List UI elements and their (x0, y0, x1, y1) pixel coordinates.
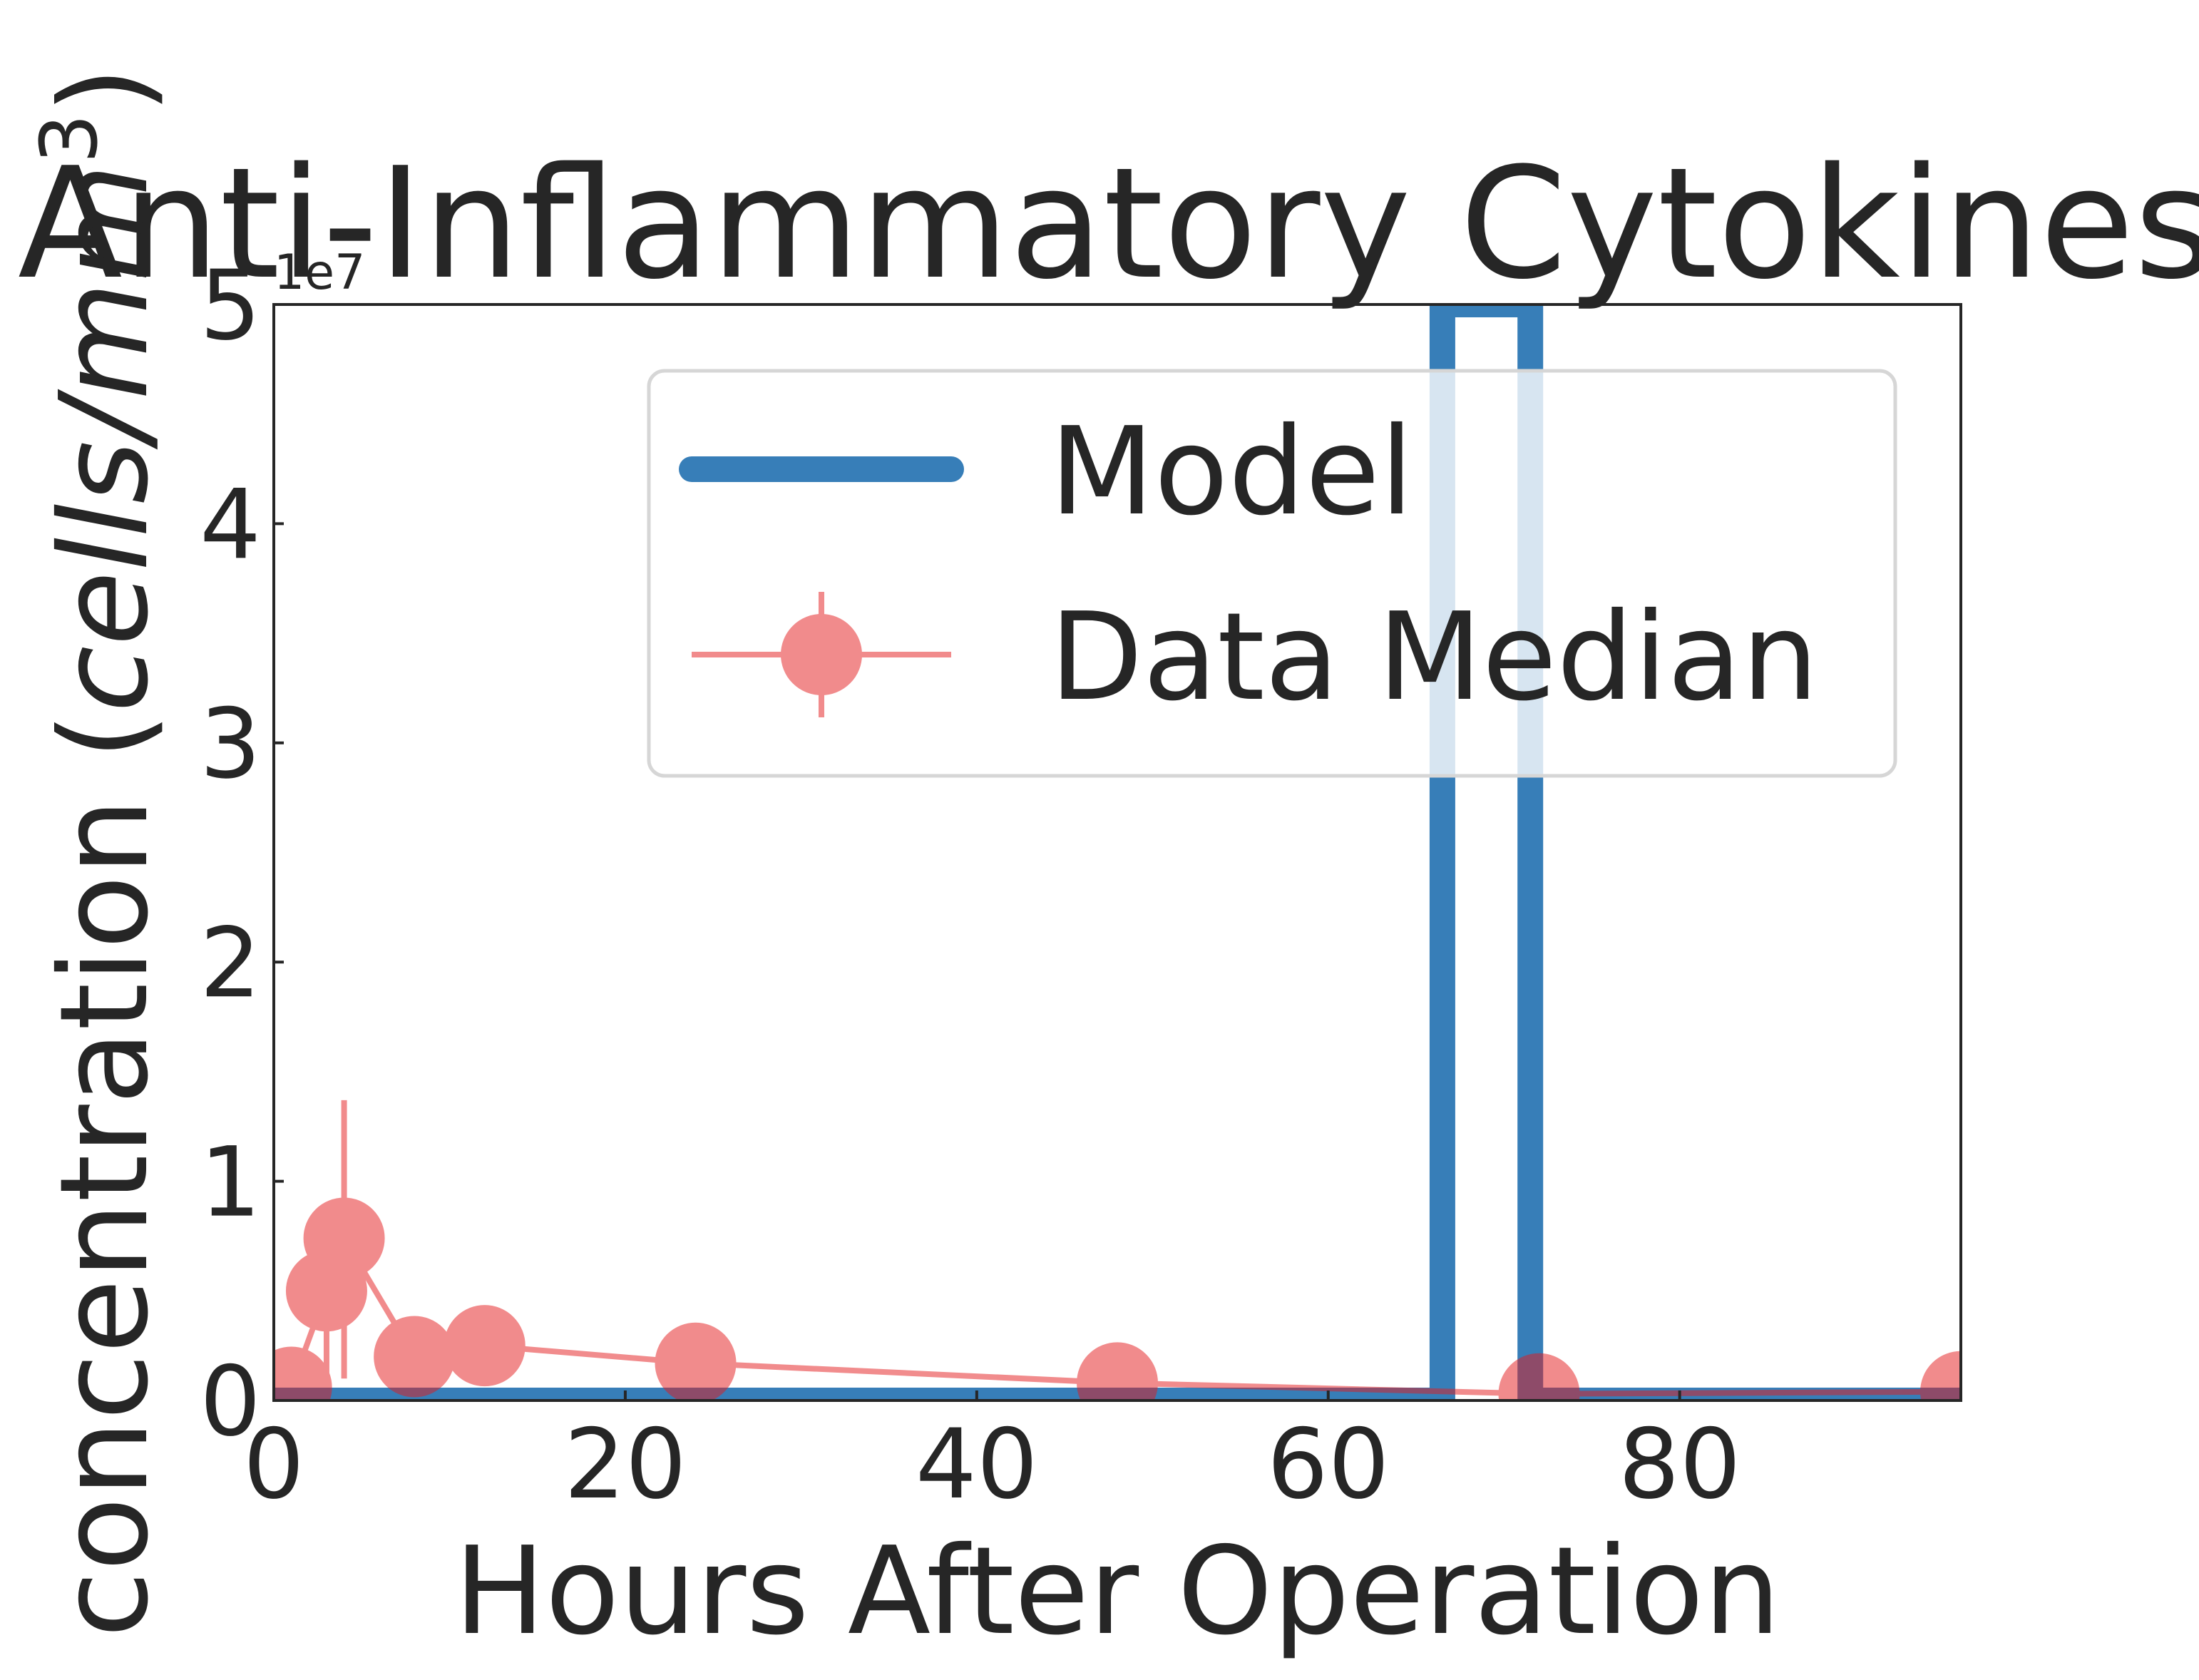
data-median-point (1920, 1351, 1961, 1400)
y-tick-label: 5 (200, 250, 261, 362)
y-tick-label: 0 (200, 1346, 261, 1458)
x-tick-label: 0 (243, 1408, 304, 1520)
y-tick-label: 4 (200, 468, 261, 580)
y-tick-label: 3 (200, 688, 261, 800)
data-median-point (274, 1346, 332, 1400)
data-median-point (444, 1305, 526, 1387)
chart-title: Anti-Inflammatory Cytokines (18, 134, 2199, 313)
y-offset-label: 1e7 (274, 245, 365, 301)
x-tick-label: 20 (564, 1408, 687, 1520)
data-median-point (374, 1316, 456, 1398)
legend-label-data-median: Data Median (1050, 587, 1818, 728)
y-axis-label-exp: 3 (24, 114, 115, 164)
x-tick-label: 60 (1267, 1408, 1390, 1520)
data-median-point (1077, 1342, 1158, 1400)
y-axis-label-prefix: concentration ( (34, 712, 175, 1638)
plot-frame (272, 303, 1962, 1402)
plot-area (274, 304, 1961, 1400)
y-tick-label: 2 (200, 907, 261, 1019)
axis-ticks: 0 20 40 60 80 0 1 2 3 4 5 (200, 250, 1741, 1520)
model-series-line (274, 304, 1961, 1400)
legend-data-median-swatch (692, 592, 951, 717)
y-axis-label-suffix: ) (34, 66, 175, 113)
legend: Model Data Median (647, 369, 1897, 778)
x-axis-label: Hours After Operation (454, 1521, 1780, 1662)
data-median-series (274, 1100, 1961, 1400)
y-axis-label: concentration (cells/mm3) (24, 66, 175, 1638)
legend-label-model: Model (1050, 401, 1413, 543)
data-median-point (1498, 1353, 1580, 1400)
x-tick-label: 40 (916, 1408, 1038, 1520)
x-tick-label: 80 (1619, 1408, 1741, 1520)
data-median-point (655, 1322, 737, 1400)
y-axis-label-unit: cells/mm (34, 164, 175, 713)
y-tick-label: 1 (200, 1127, 261, 1239)
data-median-point (303, 1197, 385, 1279)
